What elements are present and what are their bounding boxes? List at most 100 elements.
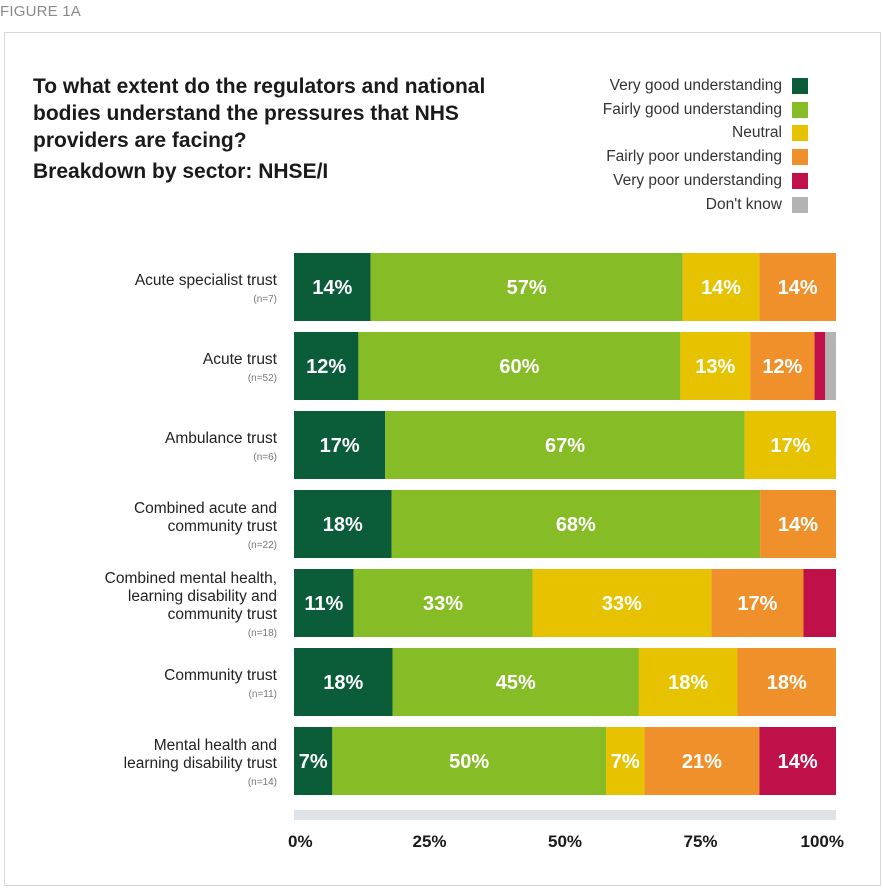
- x-tick-label: 75%: [683, 832, 717, 851]
- category-label: Acute specialist trust: [135, 272, 278, 289]
- data-label: 18%: [323, 672, 363, 694]
- legend-swatch: [792, 77, 808, 94]
- x-tick-label: 0%: [288, 832, 313, 851]
- legend: Very good understanding Fairly good under…: [603, 74, 808, 217]
- data-label: 14%: [778, 277, 818, 299]
- bar-segment: [644, 727, 760, 795]
- x-tick-label: 100%: [801, 832, 844, 851]
- data-label: 7%: [299, 751, 328, 773]
- bar-segment: [294, 411, 386, 479]
- x-tick-label: 50%: [548, 832, 582, 851]
- figure-label: FIGURE 1A: [0, 3, 81, 20]
- sample-size-label: (n=6): [253, 452, 277, 463]
- data-label: 14%: [778, 514, 818, 536]
- data-label: 12%: [762, 356, 802, 378]
- data-label: 17%: [320, 435, 360, 457]
- bar-segment: [737, 648, 836, 716]
- bar-segment: [385, 411, 745, 479]
- legend-item: Fairly poor understanding: [603, 145, 808, 169]
- data-label: 7%: [611, 751, 640, 773]
- legend-item: Very good understanding: [603, 74, 808, 98]
- data-label: 50%: [449, 751, 489, 773]
- data-label: 12%: [306, 356, 346, 378]
- bar-segment: [638, 648, 738, 716]
- sample-size-label: (n=22): [248, 540, 277, 551]
- bar-segment: [294, 490, 392, 558]
- bar-segment: [294, 253, 371, 321]
- category-label: community trust: [168, 518, 278, 535]
- data-label: 14%: [778, 751, 818, 773]
- bar-segment: [358, 332, 681, 400]
- bar-segment: [391, 490, 761, 558]
- bar-segment: [803, 569, 836, 637]
- legend-swatch: [792, 196, 808, 213]
- data-label: 11%: [304, 593, 343, 615]
- legend-item: Very poor understanding: [603, 169, 808, 193]
- legend-item: Don't know: [603, 193, 808, 217]
- legend-swatch: [792, 125, 808, 142]
- bar-segment: [370, 253, 683, 321]
- title-block: To what extent do the regulators and nat…: [33, 73, 553, 185]
- legend-item: Fairly good understanding: [603, 98, 808, 122]
- category-label: learning disability and: [128, 588, 277, 605]
- bar-segment: [294, 332, 359, 400]
- bar-segment: [750, 332, 815, 400]
- legend-swatch: [792, 101, 808, 118]
- bar-segment: [682, 253, 760, 321]
- category-label: learning disability trust: [124, 755, 278, 772]
- data-label: 21%: [682, 751, 722, 773]
- legend-label: Fairly poor understanding: [606, 148, 782, 166]
- data-label: 14%: [312, 277, 352, 299]
- bar-segment: [392, 648, 639, 716]
- legend-swatch: [792, 149, 808, 166]
- category-label: Community trust: [164, 667, 278, 684]
- bar-segment: [744, 411, 836, 479]
- bar-segment: [606, 727, 645, 795]
- data-label: 33%: [423, 593, 463, 615]
- bar-segment: [759, 727, 836, 795]
- category-label: Combined acute and: [134, 500, 277, 517]
- legend-item: Neutral: [603, 122, 808, 146]
- x-tick-label: 25%: [412, 832, 446, 851]
- category-label: Acute trust: [203, 351, 278, 368]
- legend-swatch: [792, 173, 808, 190]
- legend-label: Neutral: [732, 124, 782, 142]
- sample-size-label: (n=18): [248, 628, 277, 639]
- sample-size-label: (n=14): [248, 777, 277, 788]
- data-label: 13%: [695, 356, 735, 378]
- bar-segment: [759, 253, 836, 321]
- bar-segment: [294, 648, 393, 716]
- bar-segment: [760, 490, 836, 558]
- legend-label: Very poor understanding: [613, 172, 782, 190]
- sample-size-label: (n=7): [253, 294, 277, 305]
- legend-label: Fairly good understanding: [602, 100, 782, 118]
- sample-size-label: (n=11): [249, 689, 277, 700]
- x-axis-track: [294, 810, 836, 820]
- data-label: 60%: [499, 356, 539, 378]
- bar-segment: [711, 569, 804, 637]
- bar-segment: [532, 569, 712, 637]
- bar-segment: [332, 727, 607, 795]
- data-label: 18%: [668, 672, 708, 694]
- data-label: 67%: [545, 435, 585, 457]
- data-label: 17%: [737, 593, 777, 615]
- category-label: community trust: [168, 606, 278, 623]
- bar-segment: [353, 569, 533, 637]
- data-label: 33%: [602, 593, 642, 615]
- category-label: Combined mental health,: [105, 570, 277, 587]
- bar-segment: [294, 569, 354, 637]
- legend-label: Don't know: [705, 195, 782, 213]
- data-label: 57%: [507, 277, 547, 299]
- data-label: 17%: [770, 435, 810, 457]
- data-label: 18%: [323, 514, 363, 536]
- bar-segment: [680, 332, 751, 400]
- legend-label: Very good understanding: [609, 76, 782, 94]
- data-label: 45%: [496, 672, 536, 694]
- bar-segment: [814, 332, 826, 400]
- bar-segment: [825, 332, 836, 400]
- category-label: Ambulance trust: [165, 430, 278, 447]
- sample-size-label: (n=52): [248, 373, 277, 384]
- bar-segment: [294, 727, 333, 795]
- chart-title: To what extent do the regulators and nat…: [33, 75, 486, 152]
